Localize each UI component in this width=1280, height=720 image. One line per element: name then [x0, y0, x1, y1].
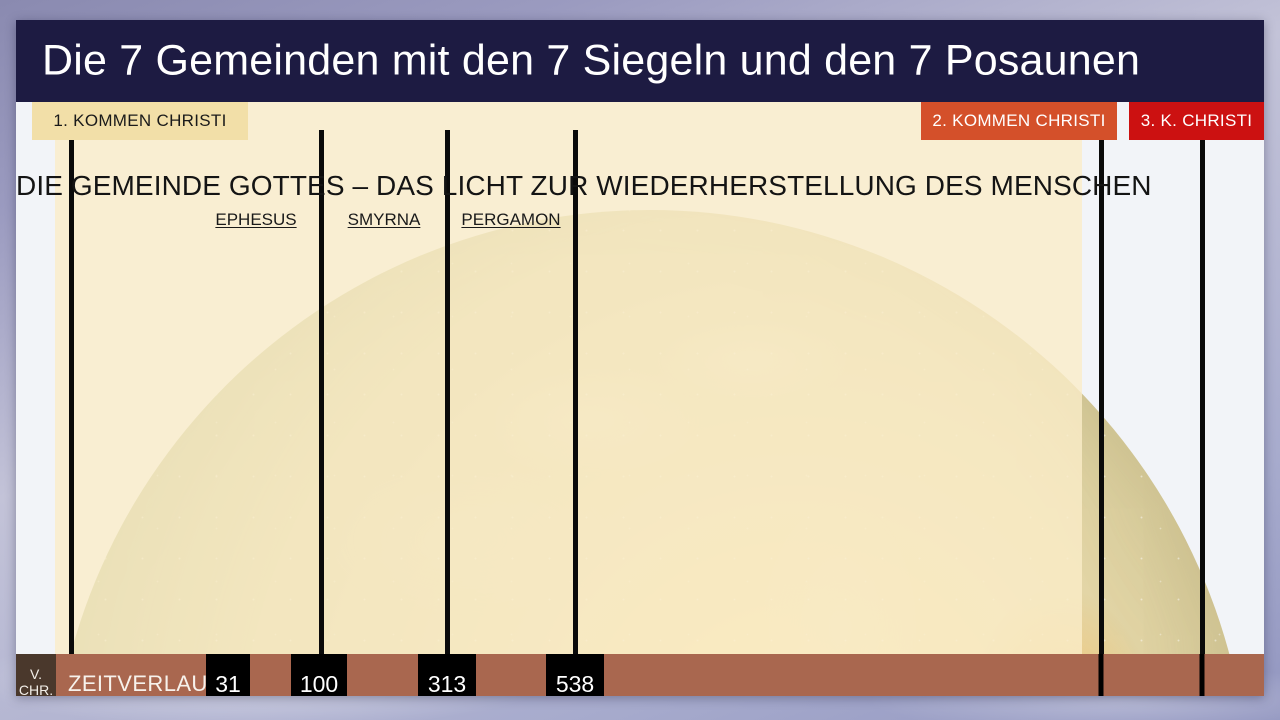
slide-title: Die 7 Gemeinden mit den 7 Siegeln und de…: [42, 36, 1141, 85]
presentation-slide: Die 7 Gemeinden mit den 7 Siegeln und de…: [16, 20, 1264, 696]
timeline-divider-line: [1099, 102, 1104, 696]
timeline-year-marker: 31: [206, 654, 250, 696]
section-headline: DIE GEMEINDE GOTTES – DAS LICHT ZUR WIED…: [16, 170, 1152, 201]
timeline-track: [56, 654, 1264, 696]
timeline-year-marker: 538: [546, 654, 604, 696]
timeline-divider-line: [573, 130, 578, 696]
timeline-divider-line: [319, 130, 324, 696]
timeline-strip: V. CHR. ZEITVERLAUF 31 100 313 538: [16, 654, 1264, 696]
timeline-year-marker: 100: [291, 654, 347, 696]
church-era-overlay: [55, 102, 1082, 696]
timeline-divider-line: [445, 130, 450, 696]
badge-first-coming[interactable]: 1. KOMMEN CHRISTI: [32, 102, 248, 140]
timeline-divider-line: [1200, 102, 1205, 696]
slide-body: 1. KOMMEN CHRISTI 2. KOMMEN CHRISTI 3. K…: [16, 102, 1264, 696]
badge-second-coming[interactable]: 2. KOMMEN CHRISTI: [921, 102, 1117, 140]
church-label: EPHESUS: [215, 210, 297, 229]
timeline-bc-line1: V.: [30, 666, 42, 682]
timeline-event-mark: [1199, 654, 1205, 696]
timeline-bc-marker: V. CHR.: [16, 654, 56, 696]
timeline-caption: ZEITVERLAUF: [68, 671, 222, 696]
church-label: PERGAMON: [461, 210, 561, 229]
church-label: SMYRNA: [347, 210, 421, 229]
timeline-year-marker: 313: [418, 654, 476, 696]
timeline-event-mark: [1098, 654, 1104, 696]
timeline-divider-line: [69, 102, 74, 696]
badge-third-coming[interactable]: 3. K. CHRISTI: [1129, 102, 1264, 140]
timeline-bc-line2: CHR.: [18, 682, 54, 696]
slide-title-bar: Die 7 Gemeinden mit den 7 Siegeln und de…: [16, 20, 1264, 102]
